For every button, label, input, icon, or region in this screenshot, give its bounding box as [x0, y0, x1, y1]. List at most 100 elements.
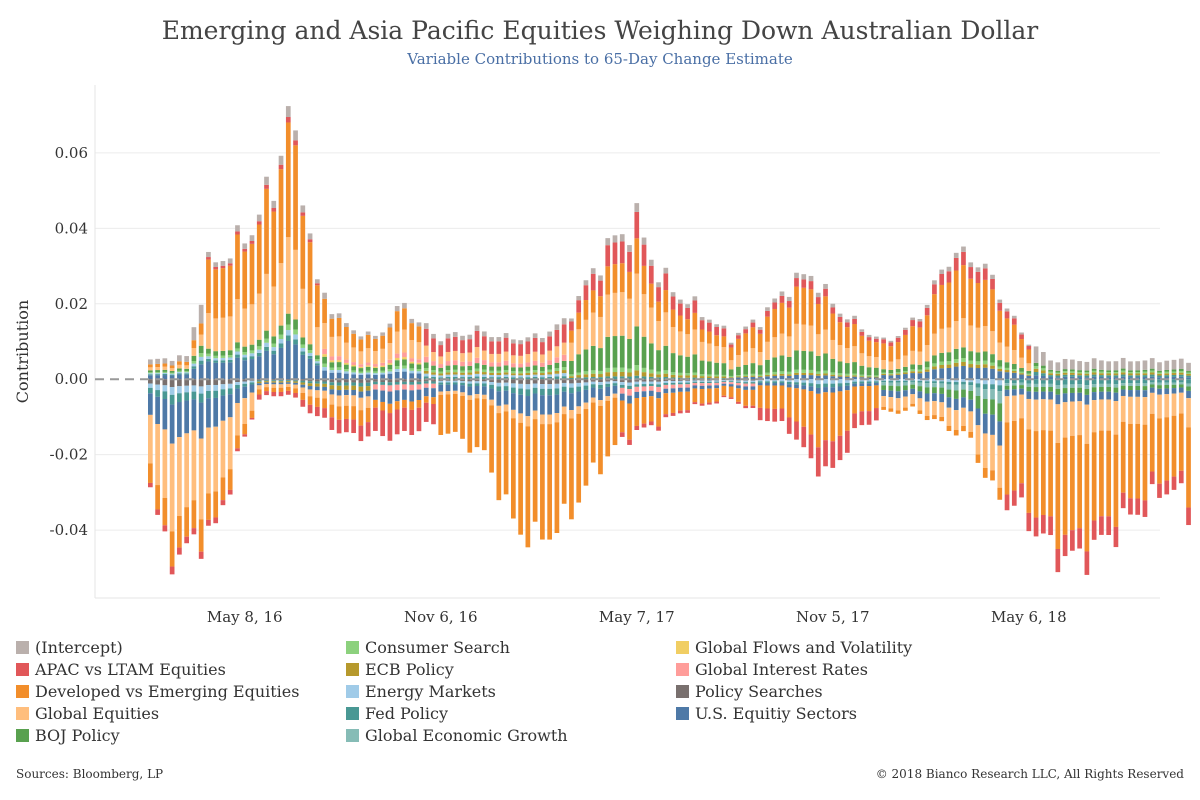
bar-segment: [1099, 516, 1104, 535]
bar-segment: [932, 381, 937, 384]
bar-segment: [431, 372, 436, 375]
bar-segment: [235, 379, 240, 383]
bar-segment: [1011, 315, 1017, 319]
bar-segment: [881, 385, 886, 390]
bar-segment: [198, 438, 204, 520]
bar-segment: [532, 372, 538, 375]
bar-segment: [358, 371, 364, 374]
bar-segment: [924, 371, 930, 380]
bar-segment: [518, 413, 523, 423]
bar-segment: [314, 363, 320, 366]
bar-segment: [939, 364, 945, 369]
bar-segment: [576, 296, 582, 301]
bar-segment: [1070, 376, 1075, 380]
bar-segment: [227, 263, 233, 266]
bar-segment: [866, 356, 872, 368]
bar-segment: [990, 414, 995, 435]
bar-segment: [242, 308, 248, 347]
bar-segment: [939, 361, 945, 365]
bar-segment: [743, 364, 749, 375]
bar-segment: [380, 379, 386, 383]
bar-segment: [1178, 382, 1184, 385]
bar-segment: [242, 346, 248, 353]
bar-segment: [314, 390, 320, 398]
bar-segment: [532, 365, 538, 371]
bar-segment: [837, 379, 843, 384]
bar-segment: [656, 374, 661, 378]
bar-segment: [823, 379, 828, 384]
bar-segment: [765, 307, 770, 311]
bar-segment: [910, 373, 915, 380]
bar-segment: [1113, 526, 1119, 548]
bar-segment: [852, 413, 857, 429]
bar-segment: [670, 384, 676, 389]
bar-segment: [423, 370, 429, 374]
bar-segment: [874, 367, 879, 376]
bar-segment: [830, 339, 836, 359]
bar-segment: [474, 357, 480, 364]
bar-segment: [605, 266, 611, 295]
bar-segment: [213, 360, 219, 363]
bar-segment: [815, 374, 821, 376]
bar-segment: [344, 342, 349, 360]
bar-segment: [336, 419, 342, 434]
bar-segment: [438, 391, 444, 395]
bar-segment: [721, 380, 727, 382]
bar-segment: [823, 383, 828, 388]
bar-segment: [561, 406, 567, 415]
bar-segment: [895, 398, 901, 411]
bar-segment: [206, 519, 211, 526]
bar-segment: [431, 388, 436, 398]
bar-segment: [1026, 346, 1032, 350]
legend-swatch: [676, 685, 689, 698]
legend-item: Consumer Search: [346, 638, 510, 657]
bar-segment: [532, 376, 538, 380]
bar-segment: [452, 360, 458, 366]
bar-segment: [859, 335, 865, 354]
bar-segment: [351, 382, 356, 386]
bar-segment: [554, 413, 560, 423]
bar-segment: [155, 485, 160, 510]
bar-segment: [619, 335, 625, 368]
bar-segment: [460, 385, 465, 393]
bar-segment: [576, 391, 582, 407]
bar-segment: [547, 364, 552, 370]
bar-segment: [460, 377, 465, 380]
bar-segment: [707, 402, 712, 405]
bar-segment: [1070, 401, 1075, 436]
bar-segment: [358, 366, 364, 369]
bar-segment: [184, 372, 189, 374]
bar-segment: [322, 322, 327, 349]
bar-segment: [344, 382, 349, 386]
bar-segment: [358, 391, 364, 398]
bar-segment: [227, 265, 233, 317]
bar-segment: [336, 356, 342, 361]
bar-segment: [656, 282, 661, 288]
bar-segment: [939, 269, 945, 274]
bar-segment: [917, 369, 923, 372]
bar-segment: [932, 387, 937, 394]
bar-segment: [1048, 379, 1053, 384]
bar-segment: [1019, 368, 1024, 372]
bar-segment: [685, 391, 690, 411]
bar-segment: [329, 417, 335, 430]
bar-segment: [467, 372, 473, 375]
bar-segment: [946, 327, 952, 353]
bar-segment: [1178, 374, 1184, 377]
bar-segment: [583, 379, 589, 383]
bar-segment: [380, 365, 386, 368]
bar-segment: [467, 379, 473, 382]
bar-segment: [598, 388, 603, 401]
bar-segment: [1011, 383, 1017, 386]
bar-segment: [416, 368, 422, 372]
bar-segment: [750, 348, 756, 364]
bar-segment: [982, 384, 988, 390]
bar-segment: [852, 315, 857, 319]
bar-segment: [888, 380, 894, 383]
bar-segment: [605, 386, 611, 397]
bar-segment: [445, 351, 451, 362]
bar-segment: [235, 225, 240, 232]
bar-segment: [1004, 379, 1010, 384]
bar-segment: [438, 345, 444, 357]
bar-segment: [888, 361, 894, 370]
